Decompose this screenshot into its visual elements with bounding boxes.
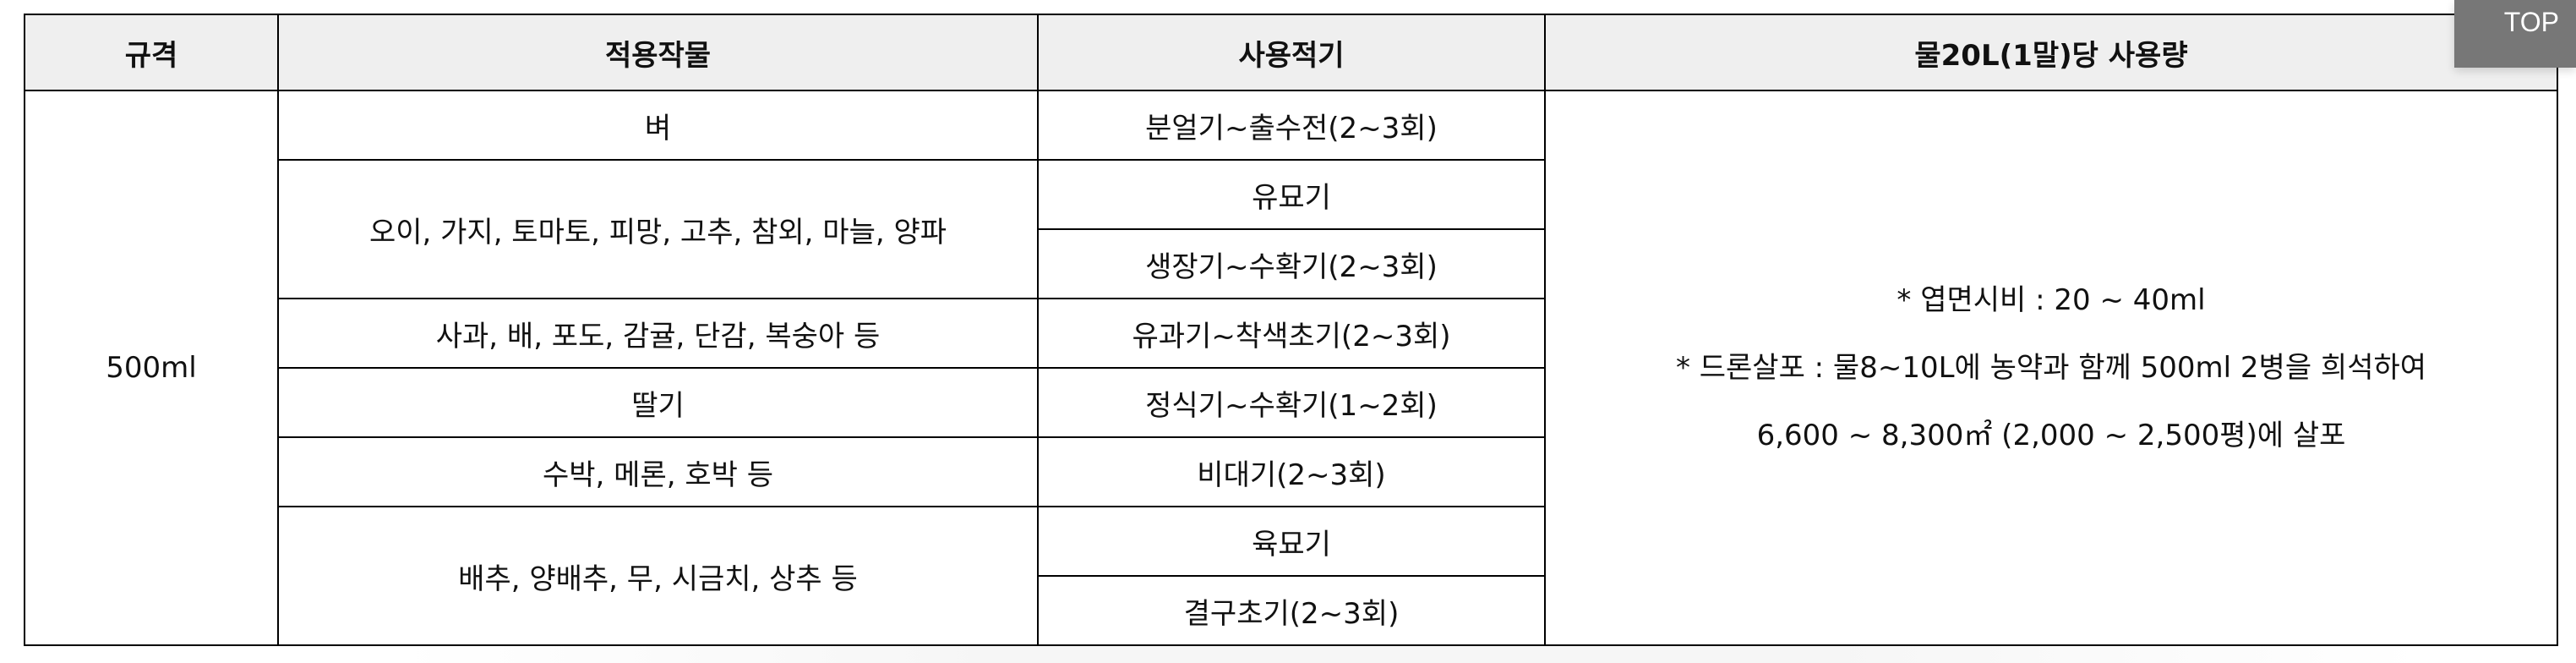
- timing-cell: 유과기~착색초기(2~3회): [1037, 298, 1546, 369]
- table-row: 배추, 양배추, 무, 시금치, 상추 등 육묘기: [25, 506, 2557, 646]
- usage-line: * 엽면시비 : 20 ~ 40ml: [1897, 283, 2206, 317]
- header-usage: 물20L(1말)당 사용량: [1544, 14, 2558, 91]
- table-row: 오이, 가지, 토마토, 피망, 고추, 참외, 마늘, 양파 유묘기: [25, 159, 2557, 299]
- table-row: 생장기~수확기(2~3회): [25, 228, 2557, 299]
- crop-cell: 수박, 메론, 호박 등: [277, 436, 1039, 507]
- table-row: 수박, 메론, 호박 등 비대기(2~3회): [25, 436, 2557, 507]
- crop-cell: 사과, 배, 포도, 감귤, 단감, 복숭아 등: [277, 298, 1039, 369]
- usage-line: 6,600 ~ 8,300㎡ (2,000 ~ 2,500평)에 살포: [1756, 419, 2346, 452]
- crop-cell: 벼: [277, 90, 1039, 161]
- usage-table: 규격 적용작물 사용적기 물20L(1말)당 사용량 500ml 벼 분얼기~출…: [24, 14, 2558, 646]
- header-crops: 적용작물: [277, 14, 1039, 91]
- timing-cell: 유묘기: [1037, 159, 1546, 230]
- table-row: 사과, 배, 포도, 감귤, 단감, 복숭아 등 유과기~착색초기(2~3회): [25, 298, 2557, 369]
- table-row: 결구초기(2~3회): [25, 575, 2557, 646]
- scroll-to-top-button[interactable]: TOP: [2454, 0, 2576, 68]
- header-spec: 규격: [24, 14, 279, 91]
- crop-cell: 배추, 양배추, 무, 시금치, 상추 등: [277, 506, 1039, 646]
- bottom-shadow: [397, 646, 2426, 663]
- table-row: 500ml 벼 분얼기~출수전(2~3회) * 엽면시비 : 20 ~ 40ml…: [24, 90, 2558, 646]
- timing-cell: 분얼기~출수전(2~3회): [1037, 90, 1546, 161]
- crop-cell: 딸기: [277, 367, 1039, 438]
- timing-cell: 정식기~수확기(1~2회): [1037, 367, 1546, 438]
- header-timing: 사용적기: [1037, 14, 1546, 91]
- spec-cell: 500ml: [24, 90, 279, 646]
- timing-cell: 육묘기: [1037, 506, 1546, 577]
- crop-cell: 오이, 가지, 토마토, 피망, 고추, 참외, 마늘, 양파: [277, 159, 1039, 299]
- timing-cell: 생장기~수확기(2~3회): [1037, 228, 1546, 299]
- timing-cell: 결구초기(2~3회): [1037, 575, 1546, 646]
- table-row: 딸기 정식기~수확기(1~2회): [25, 367, 2557, 438]
- timing-cell: 비대기(2~3회): [1037, 436, 1546, 507]
- usage-line: * 드론살포 : 물8~10L에 농약과 함께 500ml 2병을 희석하여: [1675, 351, 2427, 385]
- usage-cell: * 엽면시비 : 20 ~ 40ml * 드론살포 : 물8~10L에 농약과 …: [1544, 90, 2558, 646]
- header-row: 규격 적용작물 사용적기 물20L(1말)당 사용량: [24, 14, 2558, 91]
